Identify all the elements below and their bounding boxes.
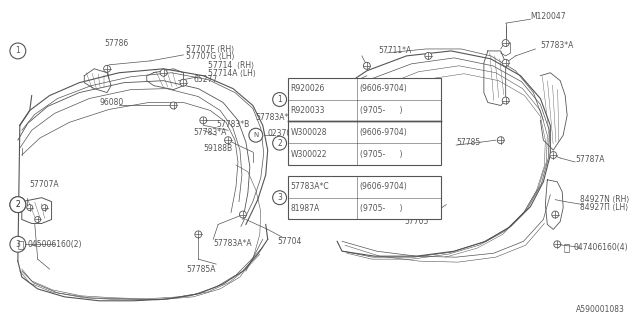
Text: 57783A*A: 57783A*A: [213, 239, 252, 248]
Text: 047406160(4): 047406160(4): [573, 243, 628, 252]
Text: 57783A*B: 57783A*B: [256, 113, 294, 122]
Text: (9606-9704): (9606-9704): [360, 128, 408, 137]
Text: N: N: [253, 132, 259, 138]
Circle shape: [502, 60, 509, 66]
Circle shape: [554, 241, 561, 248]
Circle shape: [273, 136, 287, 150]
Circle shape: [552, 211, 559, 218]
Circle shape: [10, 43, 26, 59]
Text: 57707A: 57707A: [29, 180, 60, 189]
Text: 57785: 57785: [456, 138, 481, 147]
Text: (9705-      ): (9705- ): [360, 204, 402, 213]
Text: 023706006(2): 023706006(2): [268, 129, 322, 138]
Text: R920026: R920026: [291, 84, 325, 93]
Circle shape: [27, 204, 33, 211]
Text: Ⓢ: Ⓢ: [18, 239, 24, 249]
Text: Ⓢ: Ⓢ: [563, 242, 570, 252]
Text: 65277: 65277: [193, 75, 218, 84]
Text: 57705: 57705: [404, 217, 429, 226]
Circle shape: [10, 197, 26, 212]
Text: 57785A: 57785A: [186, 265, 216, 274]
Text: 045006160(2): 045006160(2): [28, 240, 83, 249]
Text: 3: 3: [15, 240, 20, 249]
Circle shape: [10, 197, 26, 212]
Text: W300028: W300028: [291, 128, 327, 137]
Text: 1: 1: [277, 95, 282, 104]
Text: 57786: 57786: [104, 39, 129, 49]
Text: 2: 2: [15, 200, 20, 209]
Text: 81987A: 81987A: [291, 204, 320, 213]
Text: 2: 2: [15, 200, 20, 209]
Text: 57714A ⟨LH⟩: 57714A ⟨LH⟩: [208, 69, 256, 78]
Text: 96080: 96080: [99, 98, 124, 107]
Bar: [287, 176, 441, 220]
Circle shape: [10, 236, 26, 252]
Text: A590001083: A590001083: [576, 305, 625, 314]
Text: R920033: R920033: [291, 106, 325, 115]
Text: 57783A*C: 57783A*C: [291, 182, 329, 191]
Circle shape: [550, 152, 557, 158]
Circle shape: [104, 65, 111, 72]
Text: 57704: 57704: [278, 237, 302, 246]
Text: 57714  ⟨RH⟩: 57714 ⟨RH⟩: [208, 61, 254, 70]
Circle shape: [42, 204, 47, 211]
Circle shape: [200, 117, 207, 124]
Text: 84927Π ⟨LH⟩: 84927Π ⟨LH⟩: [580, 203, 628, 212]
Text: 57783*A: 57783*A: [540, 42, 573, 51]
Text: 1: 1: [15, 46, 20, 55]
Text: (9606-9704): (9606-9704): [360, 182, 408, 191]
Circle shape: [195, 231, 202, 238]
Circle shape: [160, 69, 167, 76]
Text: 57711*B: 57711*B: [317, 88, 351, 97]
Text: 57783*B: 57783*B: [216, 120, 250, 129]
Text: M120047: M120047: [531, 12, 566, 21]
Circle shape: [502, 40, 509, 46]
Circle shape: [273, 92, 287, 107]
Text: 57783*A: 57783*A: [193, 128, 227, 137]
Circle shape: [249, 128, 263, 142]
Text: 57787A: 57787A: [575, 156, 605, 164]
Text: 84927N ⟨RH⟩: 84927N ⟨RH⟩: [580, 195, 629, 204]
Text: W300022: W300022: [291, 149, 327, 158]
Text: (9705-      ): (9705- ): [360, 149, 402, 158]
Circle shape: [239, 211, 246, 218]
Bar: [287, 78, 441, 165]
Circle shape: [273, 191, 287, 204]
Text: 57707G ⟨LH⟩: 57707G ⟨LH⟩: [186, 52, 235, 61]
Circle shape: [35, 217, 41, 222]
Circle shape: [180, 79, 187, 86]
Text: (9606-9704): (9606-9704): [360, 84, 408, 93]
Circle shape: [170, 102, 177, 109]
Circle shape: [425, 52, 432, 60]
Circle shape: [364, 62, 371, 69]
Text: 59188B: 59188B: [204, 144, 232, 153]
Text: 57711*A: 57711*A: [379, 46, 412, 55]
Circle shape: [502, 97, 509, 104]
Text: 2: 2: [277, 139, 282, 148]
Text: 57707F ⟨RH⟩: 57707F ⟨RH⟩: [186, 44, 235, 53]
Text: (9705-      ): (9705- ): [360, 106, 402, 115]
Circle shape: [225, 137, 232, 144]
Circle shape: [497, 137, 504, 144]
Text: 3: 3: [277, 193, 282, 202]
